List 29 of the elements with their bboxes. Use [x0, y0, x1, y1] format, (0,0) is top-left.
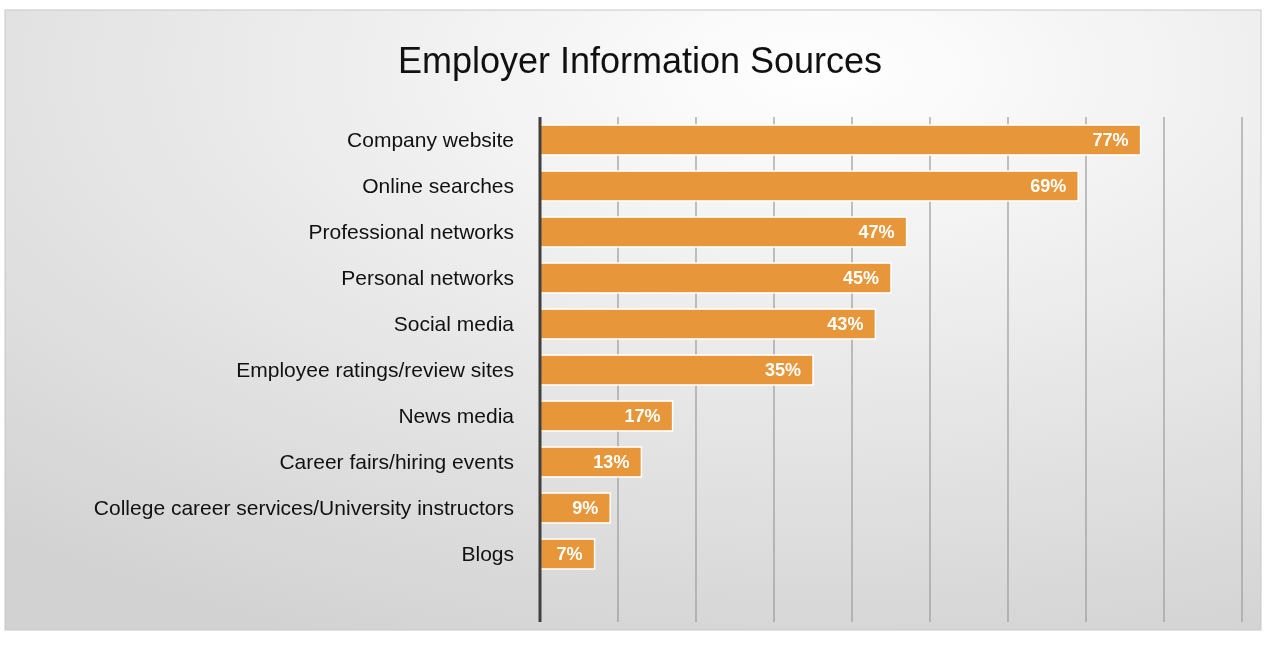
bar	[539, 170, 1079, 202]
y-tick-label: Blogs	[461, 542, 514, 566]
data-label: 69%	[1030, 176, 1067, 197]
data-label: 7%	[556, 544, 583, 565]
y-tick-label: Personal networks	[341, 266, 514, 290]
data-label: 13%	[593, 452, 630, 473]
bar	[539, 400, 674, 432]
y-tick-label: Career fairs/hiring events	[279, 450, 514, 474]
y-tick-label: Social media	[393, 312, 515, 336]
y-tick-label: Employee ratings/review sites	[236, 358, 514, 382]
bar	[539, 124, 1142, 156]
data-label: 43%	[827, 314, 864, 335]
y-tick-label: Online searches	[362, 174, 514, 198]
data-label: 45%	[842, 268, 879, 289]
data-label: 47%	[858, 222, 895, 243]
chart-title: Employer Information Sources	[397, 40, 883, 81]
y-tick-label: News media	[398, 404, 515, 428]
bar	[539, 308, 877, 340]
data-label: 35%	[764, 360, 801, 381]
bar	[539, 216, 908, 248]
bar	[539, 262, 892, 294]
data-label: 17%	[624, 406, 661, 427]
data-label: 9%	[572, 498, 599, 519]
y-tick-label: College career services/University instructors	[93, 496, 514, 520]
bar	[539, 446, 643, 478]
bar	[539, 354, 814, 386]
data-label: 77%	[1092, 130, 1129, 151]
y-tick-label: Company website	[347, 128, 514, 152]
y-tick-label: Professional networks	[308, 220, 514, 244]
